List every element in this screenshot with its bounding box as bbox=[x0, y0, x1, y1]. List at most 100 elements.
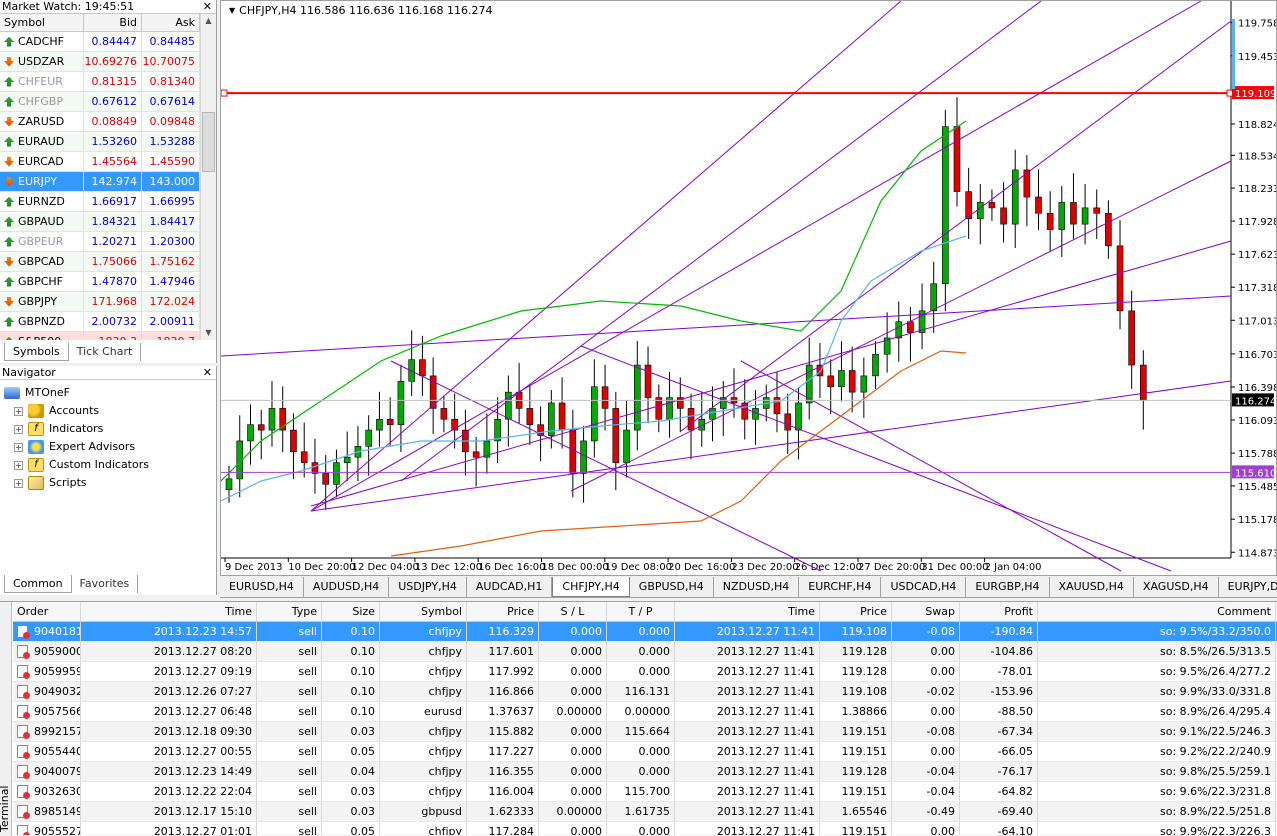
symbol-name: GBPCAD bbox=[18, 255, 65, 268]
candle-body bbox=[526, 408, 534, 425]
order-row[interactable]: 9040079 2013.12.23 14:49 sell 0.04 chfjpy 116… bbox=[13, 762, 1277, 782]
market-watch-row[interactable]: CHFGBP 0.67612 0.67614 bbox=[0, 92, 200, 112]
chart-tab[interactable]: XAUUSD,H4 bbox=[1050, 577, 1134, 597]
market-watch-row[interactable]: EURCAD 1.45564 1.45590 bbox=[0, 152, 200, 172]
terminal-col-header[interactable]: S / L bbox=[539, 602, 607, 621]
market-watch-row[interactable]: CHFEUR 0.81315 0.81340 bbox=[0, 72, 200, 92]
chart-tab[interactable]: USDJPY,H4 bbox=[389, 577, 467, 597]
market-watch-row[interactable]: S&P500 1830.31830.7 bbox=[0, 332, 200, 340]
terminal-col-header[interactable]: Price bbox=[820, 602, 892, 621]
tab-common[interactable]: Common bbox=[4, 575, 72, 593]
nav-item-custom-indicators[interactable]: + f Custom Indicators bbox=[14, 456, 149, 474]
chart-tab[interactable]: CHFJPY,H4 bbox=[552, 577, 630, 597]
tab-favorites[interactable]: Favorites bbox=[72, 575, 139, 593]
chart-canvas[interactable]: 119.758 119.453 118.824 118.534 118.233 117.9… bbox=[220, 0, 1277, 575]
chart-tab[interactable]: AUDCAD,H1 bbox=[467, 577, 553, 597]
chart-tab[interactable]: NZDUSD,H4 bbox=[714, 577, 800, 597]
chart-tab[interactable]: XAGUSD,H4 bbox=[1134, 577, 1219, 597]
scroll-up-icon[interactable]: ▲ bbox=[205, 16, 212, 25]
terminal-col-header[interactable]: Profit bbox=[960, 602, 1038, 621]
bid-cell: 1.47870 bbox=[84, 272, 142, 291]
chart-tab[interactable]: USDCAD,H4 bbox=[881, 577, 967, 597]
order-row[interactable]: 9049032 2013.12.26 07:27 sell 0.10 chfjpy 116… bbox=[13, 682, 1277, 702]
order-cell: 0.00000 bbox=[539, 702, 607, 721]
chart-menu-arrow-icon[interactable]: ▼ bbox=[229, 6, 236, 15]
expand-icon[interactable]: + bbox=[14, 460, 23, 470]
close-icon[interactable]: ✕ bbox=[202, 0, 212, 13]
chart-tab[interactable]: EURUSD,H4 bbox=[220, 577, 304, 597]
market-watch-row[interactable]: USDZAR 10.69276 10.70075 bbox=[0, 52, 200, 72]
bid-cell: 1.84321 bbox=[84, 212, 142, 231]
terminal-col-header[interactable]: Price bbox=[467, 602, 539, 621]
symbol-name: GBPNZD bbox=[18, 315, 65, 328]
order-row[interactable]: 9057566 2013.12.27 06:48 sell 0.10 eurusd 1.3… bbox=[13, 702, 1277, 722]
order-row[interactable]: 9055527 2013.12.27 01:01 sell 0.05 chfjpy 117… bbox=[13, 822, 1277, 835]
chart-tab[interactable]: GBPUSD,H4 bbox=[630, 577, 714, 597]
order-row[interactable]: 8992157 2013.12.18 09:30 sell 0.03 chfjpy 115… bbox=[13, 722, 1277, 742]
terminal-col-header[interactable]: Time bbox=[81, 602, 257, 621]
terminal-col-header[interactable]: Swap bbox=[892, 602, 960, 621]
col-symbol[interactable]: Symbol bbox=[0, 14, 84, 31]
order-cell: so: 9.8%/25.5/259.1 bbox=[1038, 762, 1276, 781]
order-row[interactable]: 9055440 2013.12.27 00:55 sell 0.05 chfjpy 117… bbox=[13, 742, 1277, 762]
bid-cell: 1.53260 bbox=[84, 132, 142, 151]
market-watch-row[interactable]: EURNZD 1.66917 1.66995 bbox=[0, 192, 200, 212]
chart-tab[interactable]: AUDUSD,H4 bbox=[304, 577, 390, 597]
terminal-col-header[interactable]: T / P bbox=[607, 602, 675, 621]
expand-icon[interactable]: + bbox=[14, 442, 23, 452]
order-cell: 0.00 bbox=[892, 642, 960, 661]
nav-item-indicators[interactable]: + f Indicators bbox=[14, 420, 103, 438]
nav-item-accounts[interactable]: + Accounts bbox=[14, 402, 99, 420]
order-cell: 1.37637 bbox=[467, 702, 539, 721]
market-watch-row[interactable]: EURAUD 1.53260 1.53288 bbox=[0, 132, 200, 152]
order-cell: -88.50 bbox=[960, 702, 1038, 721]
market-watch-row[interactable]: CADCHF 0.84447 0.84485 bbox=[0, 32, 200, 52]
col-ask[interactable]: Ask bbox=[142, 14, 200, 31]
order-row[interactable]: 9059000 2013.12.27 08:20 sell 0.10 chfjpy 117… bbox=[13, 642, 1277, 662]
chart-tab[interactable]: EURJPY,Da bbox=[1219, 577, 1277, 597]
expand-icon[interactable]: + bbox=[14, 424, 23, 434]
terminal-col-header[interactable]: Size bbox=[322, 602, 380, 621]
market-watch-row[interactable]: ZARUSD 0.08849 0.09848 bbox=[0, 112, 200, 132]
terminal-col-header[interactable]: Comment bbox=[1038, 602, 1276, 621]
order-row[interactable]: 8985149 2013.12.17 15:10 sell 0.03 gbpusd 1.6… bbox=[13, 802, 1277, 822]
symbol-cell: GBPNZD bbox=[0, 312, 84, 331]
order-row[interactable]: 9040181 2013.12.23 14:57 sell 0.10 chfjpy 116… bbox=[13, 622, 1277, 642]
market-watch-scrollbar[interactable]: ▲ ▼ bbox=[200, 14, 216, 340]
navigator-title: Navigator ✕ bbox=[0, 366, 216, 380]
market-watch-row[interactable]: GBPAUD 1.84321 1.84417 bbox=[0, 212, 200, 232]
chart-header: ▼ CHFJPY,H4 116.586 116.636 116.168 116.… bbox=[229, 4, 493, 17]
market-watch-row[interactable]: GBPNZD 2.00732 2.00911 bbox=[0, 312, 200, 332]
scroll-thumb[interactable] bbox=[202, 112, 215, 172]
terminal-col-header[interactable]: Time bbox=[675, 602, 820, 621]
col-bid[interactable]: Bid bbox=[84, 14, 142, 31]
order-cell: 0.10 bbox=[322, 622, 380, 641]
expand-icon[interactable]: + bbox=[14, 478, 23, 488]
nav-item-expert-advisors[interactable]: + Expert Advisors bbox=[14, 438, 135, 456]
close-icon[interactable]: ✕ bbox=[202, 366, 212, 379]
expand-icon[interactable]: + bbox=[14, 406, 23, 416]
chart-tab[interactable]: EURGBP,H4 bbox=[966, 577, 1050, 597]
terminal-col-header[interactable]: Order bbox=[13, 602, 81, 621]
chart-tab[interactable]: EURCHF,H4 bbox=[799, 577, 882, 597]
symbol-name: GBPAUD bbox=[18, 215, 65, 228]
terminal-col-header[interactable]: Type bbox=[257, 602, 322, 621]
tab-tick-chart[interactable]: Tick Chart bbox=[69, 343, 142, 361]
order-row[interactable]: 9032630 2013.12.22 22:04 sell 0.03 chfjpy 116… bbox=[13, 782, 1277, 802]
nav-item-scripts[interactable]: + Scripts bbox=[14, 474, 87, 492]
order-cell: 2013.12.27 09:19 bbox=[81, 662, 257, 681]
tab-symbols[interactable]: Symbols bbox=[4, 343, 69, 361]
market-watch-row[interactable]: GBPJPY 171.968 172.024 bbox=[0, 292, 200, 312]
market-watch-row[interactable]: GBPEUR 1.20271 1.20300 bbox=[0, 232, 200, 252]
market-watch-row[interactable]: GBPCHF 1.47870 1.47946 bbox=[0, 272, 200, 292]
market-watch-row[interactable]: EURJPY 142.974 143.000 bbox=[0, 172, 200, 192]
time-label: 16 Dec 16:00 bbox=[478, 562, 545, 573]
price-chart[interactable]: 119.758 119.453 118.824 118.534 118.233 117.9… bbox=[220, 0, 1277, 576]
candle-body bbox=[451, 418, 458, 431]
terminal-col-header[interactable]: Symbol bbox=[380, 602, 467, 621]
market-watch-row[interactable]: GBPCAD 1.75066 1.75162 bbox=[0, 252, 200, 272]
candle-body bbox=[580, 440, 587, 474]
nav-root[interactable]: MTOneF bbox=[4, 384, 70, 402]
order-row[interactable]: 9059959 2013.12.27 09:19 sell 0.10 chfjpy 117… bbox=[13, 662, 1277, 682]
scroll-down-icon[interactable]: ▼ bbox=[205, 328, 212, 337]
